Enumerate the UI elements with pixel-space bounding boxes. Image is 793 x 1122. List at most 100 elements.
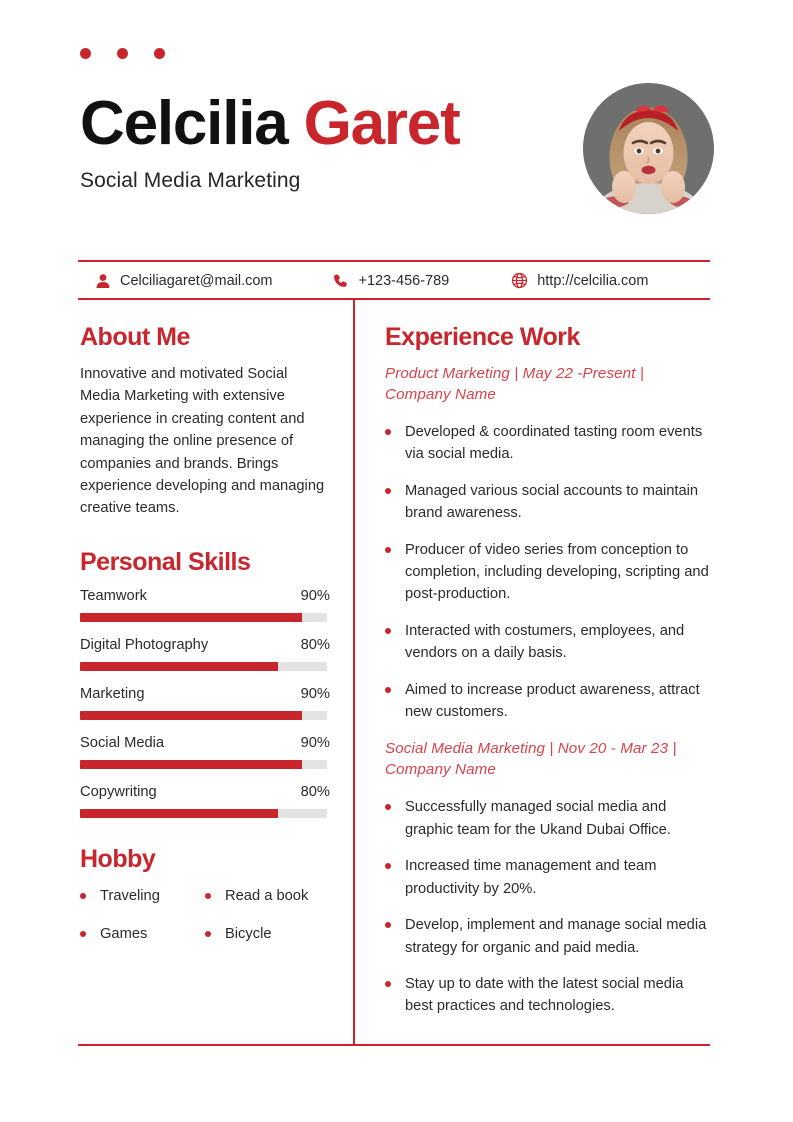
skill-progress-bar <box>80 661 327 671</box>
bullet-icon <box>205 892 211 899</box>
dot-icon <box>80 48 91 59</box>
bullet-icon <box>385 487 391 494</box>
left-column: About Me Innovative and motivated Social… <box>80 322 330 942</box>
job-bullet-list: Developed & coordinated tasting room eve… <box>385 421 710 723</box>
list-item: Producer of video series from conception… <box>385 539 710 606</box>
decorative-dots <box>80 48 165 59</box>
contact-email-text: Celciliagaret@mail.com <box>120 272 273 289</box>
list-item: Interacted with costumers, employees, an… <box>385 620 710 665</box>
avatar <box>583 83 714 214</box>
skill-label: Teamwork <box>80 587 147 604</box>
skill-progress-fill <box>80 808 278 818</box>
skills-section-title: Personal Skills <box>80 547 251 576</box>
bullet-text: Interacted with costumers, employees, an… <box>405 622 685 662</box>
bullet-text: Develop, implement and manage social med… <box>405 917 707 956</box>
about-section-title: About Me <box>80 323 190 351</box>
bullet-icon <box>385 804 391 811</box>
bullet-icon <box>385 627 391 634</box>
hobby-list: Traveling Read a book Games Bicycle <box>80 888 330 942</box>
hobby-section: Hobby Traveling Read a book Games Bicycl… <box>80 844 330 942</box>
list-item: Stay up to date with the latest social m… <box>385 973 710 1018</box>
bullet-text: Aimed to increase product awareness, att… <box>405 681 700 721</box>
list-item: Managed various social accounts to maint… <box>385 480 710 525</box>
contact-phone[interactable]: +123-456-789 <box>333 272 450 289</box>
list-item: Read a book <box>205 888 330 904</box>
bullet-icon <box>80 892 86 899</box>
experience-section-title: Experience Work <box>385 323 580 351</box>
contact-bar: Celciliagaret@mail.com +123-456-789 <box>78 263 710 298</box>
bullet-icon <box>385 863 391 870</box>
bullet-text: Developed & coordinated tasting room eve… <box>405 424 703 463</box>
experience-job: Product Marketing | May 22 -Present | Co… <box>385 363 710 723</box>
skill-progress-fill <box>80 661 278 671</box>
bullet-icon <box>385 546 391 553</box>
skills-section: Personal Skills Teamwork 90% Digital Pho… <box>80 547 330 818</box>
bullet-text: Producer of video series from conception… <box>405 541 709 603</box>
footer-divider <box>78 1044 710 1046</box>
skill-percent: 80% <box>300 636 330 653</box>
bullet-icon <box>385 686 391 693</box>
job-bullet-list: Successfully managed social media and gr… <box>385 796 710 1017</box>
skill-item: Digital Photography 80% <box>80 637 330 671</box>
skill-label: Marketing <box>80 685 145 702</box>
bullet-text: Increased time management and team produ… <box>405 858 657 897</box>
skill-label: Social Media <box>80 734 165 751</box>
globe-icon <box>511 272 528 289</box>
hobby-label: Read a book <box>225 887 309 904</box>
profile-photo-icon <box>583 83 714 214</box>
bullet-text: Managed various social accounts to maint… <box>405 482 699 522</box>
bullet-icon <box>80 930 86 937</box>
skill-label: Copywriting <box>80 783 157 800</box>
about-section-text: Innovative and motivated Social Media Ma… <box>80 366 325 517</box>
skill-progress-bar <box>80 710 327 720</box>
contact-email[interactable]: Celciliagaret@mail.com <box>94 272 273 289</box>
person-icon <box>94 272 111 289</box>
job-role-subtitle: Social Media Marketing <box>80 169 301 192</box>
list-item: Developed & coordinated tasting room eve… <box>385 421 710 466</box>
column-divider <box>353 300 355 1044</box>
hobby-label: Games <box>100 925 148 942</box>
list-item: Bicycle <box>205 926 330 942</box>
skill-percent: 90% <box>300 587 330 604</box>
skill-item: Social Media 90% <box>80 735 330 769</box>
list-item: Successfully managed social media and gr… <box>385 796 710 841</box>
list-item: Develop, implement and manage social med… <box>385 914 710 959</box>
job-heading: Product Marketing | May 22 -Present | Co… <box>385 365 644 403</box>
dot-icon <box>117 48 128 59</box>
skill-percent: 90% <box>300 685 330 702</box>
skill-percent: 80% <box>300 783 330 800</box>
right-column: Experience Work Product Marketing | May … <box>385 322 710 1032</box>
page-title: Celcilia Garet <box>80 93 550 155</box>
experience-job: Social Media Marketing | Nov 20 - Mar 23… <box>385 738 710 1017</box>
bullet-text: Stay up to date with the latest social m… <box>405 975 684 1015</box>
skill-item: Copywriting 80% <box>80 784 330 818</box>
list-item: Traveling <box>80 888 205 904</box>
bullet-icon <box>385 980 391 987</box>
bullet-icon <box>385 922 391 929</box>
list-item: Increased time management and team produ… <box>385 855 710 900</box>
contact-divider-bottom <box>78 298 710 300</box>
skill-progress-bar <box>80 612 327 622</box>
skill-progress-fill <box>80 759 303 769</box>
skill-progress-bar <box>80 759 327 769</box>
dot-icon <box>154 48 165 59</box>
contact-phone-text: +123-456-789 <box>358 272 450 289</box>
bullet-icon <box>385 429 391 435</box>
first-name: Celcilia <box>80 89 289 158</box>
skill-label: Digital Photography <box>80 636 209 653</box>
name-block: Celcilia Garet Social Media Marketing <box>80 93 550 194</box>
last-name: Garet <box>303 89 461 158</box>
list-item: Games <box>80 926 205 942</box>
hobby-label: Traveling <box>100 887 160 904</box>
bullet-icon <box>205 930 211 937</box>
contact-website[interactable]: http://celcilia.com <box>511 272 648 289</box>
phone-icon <box>333 272 350 289</box>
skill-item: Teamwork 90% <box>80 588 330 622</box>
contact-website-text: http://celcilia.com <box>537 272 649 289</box>
list-item: Aimed to increase product awareness, att… <box>385 679 710 724</box>
job-heading: Social Media Marketing | Nov 20 - Mar 23… <box>385 740 677 779</box>
skill-progress-bar <box>80 808 327 818</box>
skill-percent: 90% <box>300 734 330 751</box>
hobby-section-title: Hobby <box>80 844 156 873</box>
contact-divider-top <box>78 260 710 262</box>
